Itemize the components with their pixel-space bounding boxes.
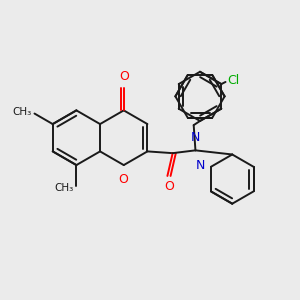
Text: O: O (164, 181, 174, 194)
Text: O: O (118, 173, 128, 186)
Text: CH₃: CH₃ (54, 182, 74, 193)
Text: CH₃: CH₃ (12, 107, 32, 117)
Text: Cl: Cl (228, 74, 240, 87)
Text: N: N (195, 158, 205, 172)
Text: N: N (191, 131, 200, 144)
Text: O: O (119, 70, 129, 83)
